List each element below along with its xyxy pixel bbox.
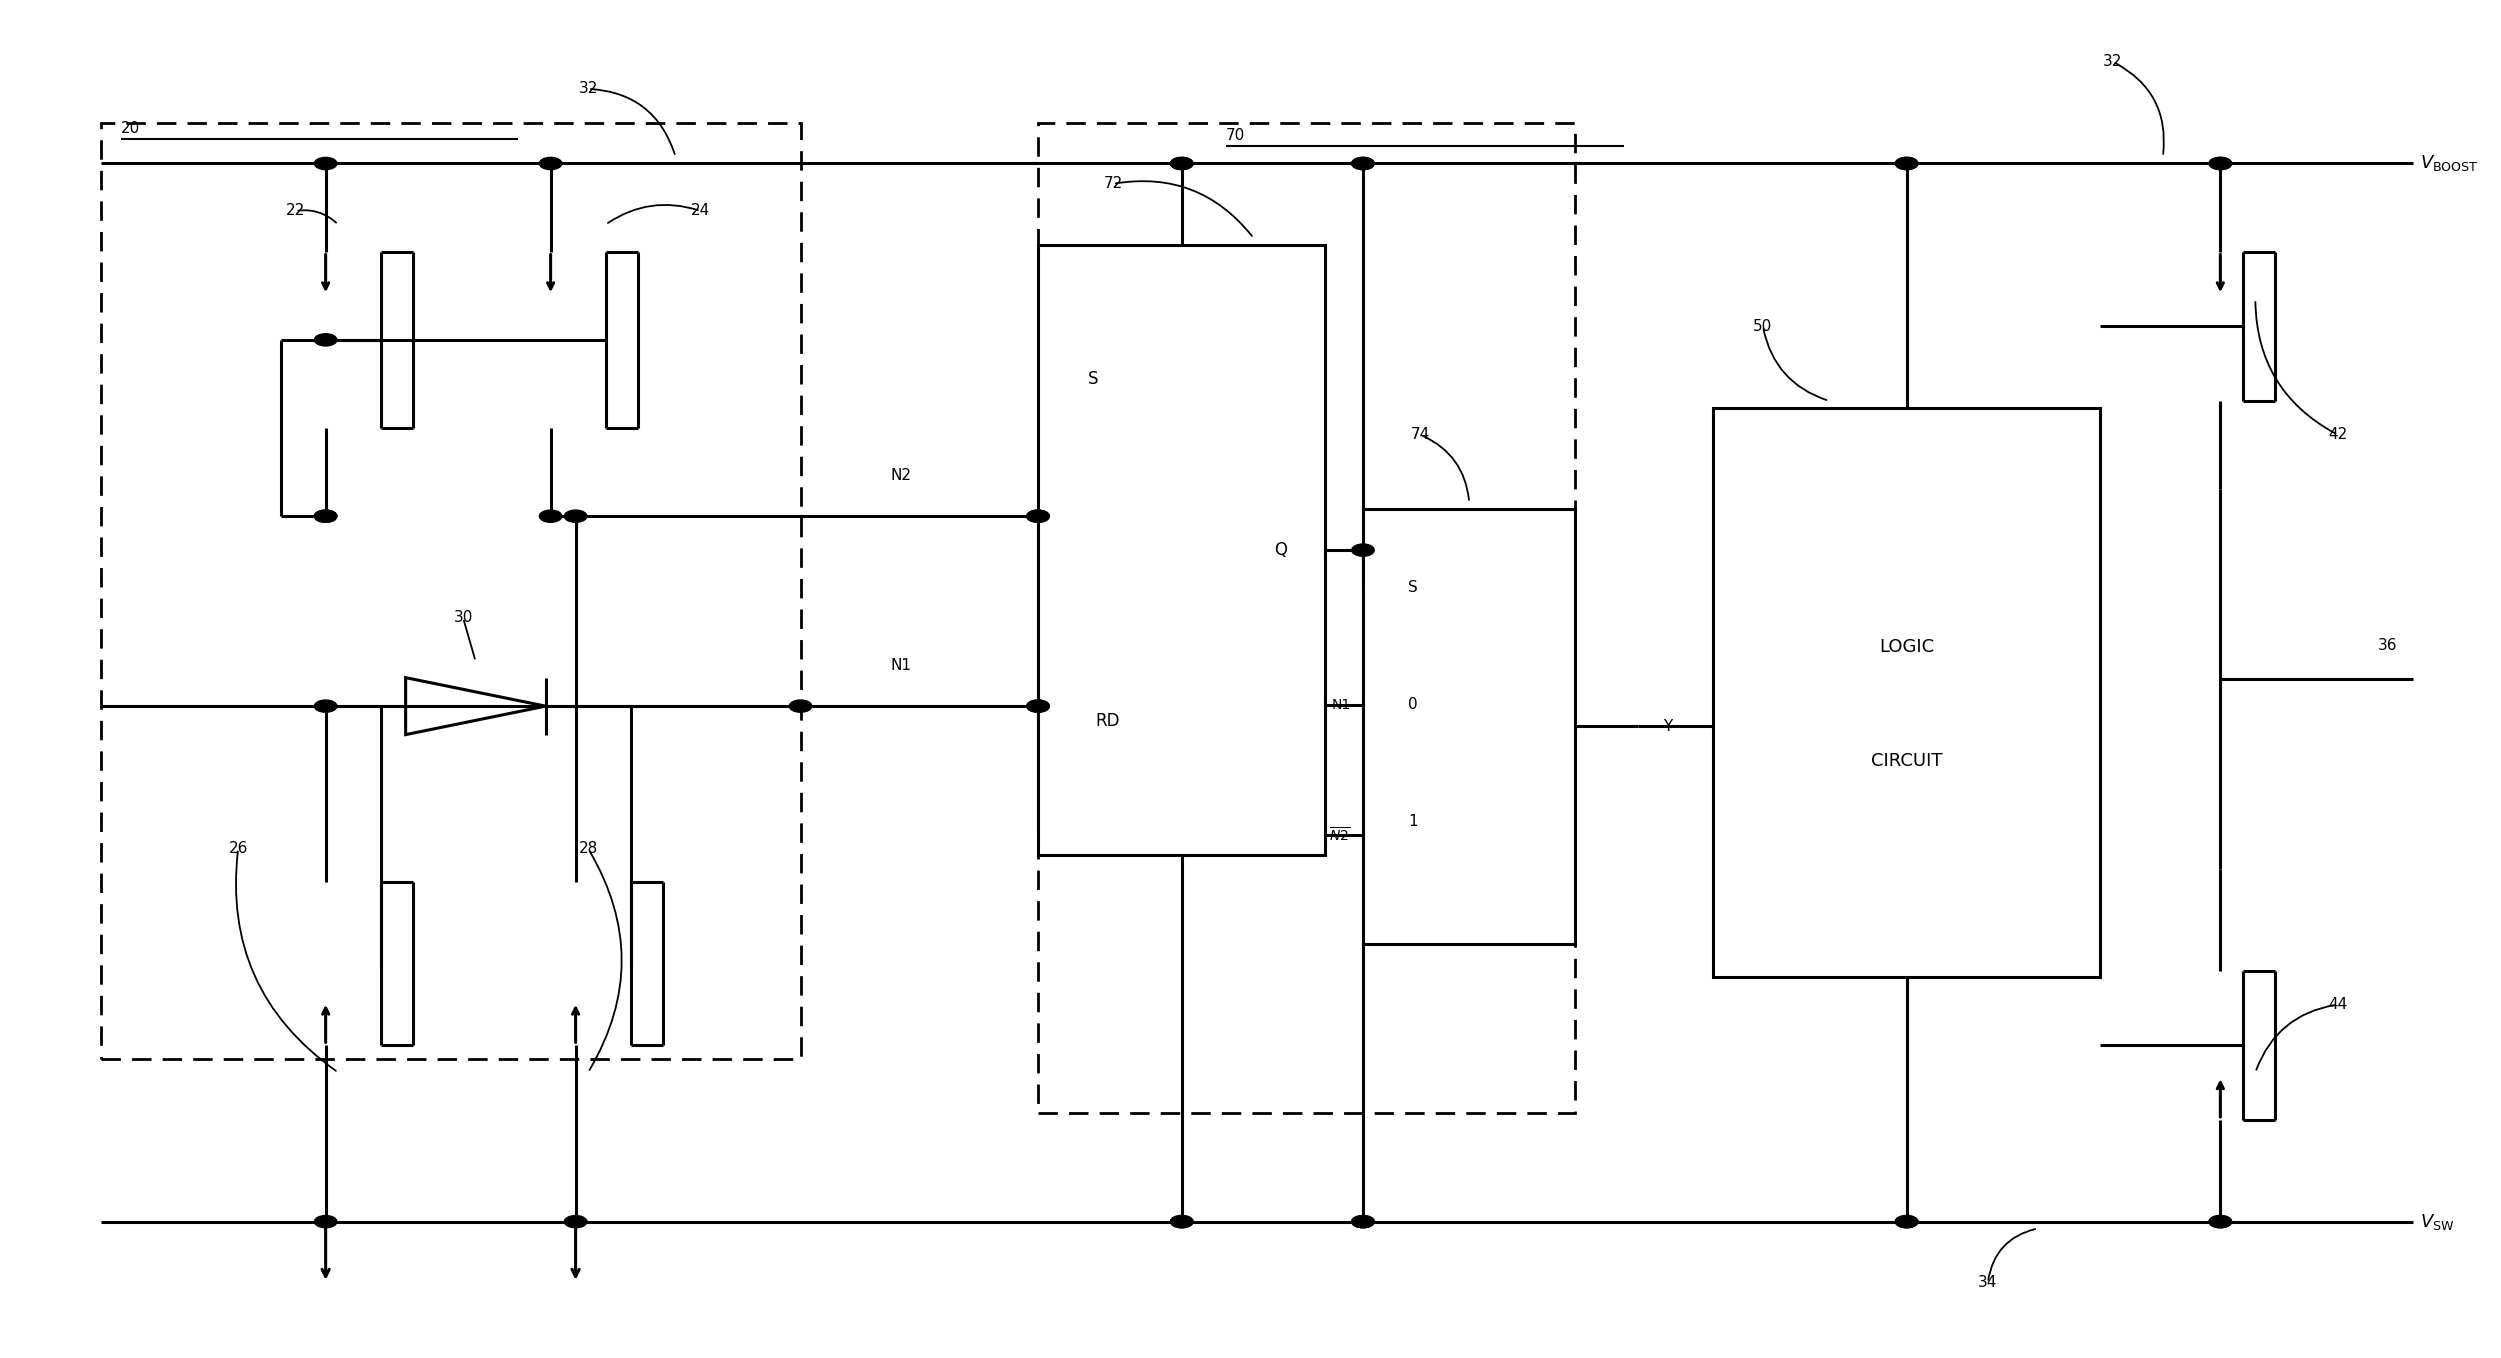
Text: N1: N1 (890, 657, 910, 674)
Text: 74: 74 (1411, 428, 1431, 443)
Text: 42: 42 (2328, 428, 2348, 443)
Text: 36: 36 (2378, 638, 2398, 653)
Circle shape (315, 511, 338, 523)
Bar (1038, 122, 1576, 1114)
Text: 44: 44 (2328, 997, 2348, 1012)
Text: S: S (1408, 580, 1418, 595)
Text: N1: N1 (1331, 698, 1351, 712)
Text: LOGIC: LOGIC (1878, 638, 1933, 656)
Circle shape (315, 334, 338, 346)
Circle shape (1351, 158, 1373, 170)
Text: CIRCUIT: CIRCUIT (1871, 752, 1943, 770)
Circle shape (2208, 158, 2231, 170)
Text: S: S (1088, 371, 1098, 388)
Circle shape (1028, 699, 1050, 712)
Text: $V_{\mathsf{BOOST}}$: $V_{\mathsf{BOOST}}$ (2421, 153, 2478, 174)
Text: 0: 0 (1408, 697, 1418, 713)
Circle shape (1351, 1215, 1373, 1228)
Circle shape (2208, 1215, 2231, 1228)
Circle shape (1351, 158, 1373, 170)
Text: 30: 30 (453, 611, 473, 626)
Text: 50: 50 (1753, 319, 1773, 334)
Text: N2: N2 (890, 469, 910, 483)
Text: 32: 32 (578, 81, 598, 96)
Circle shape (315, 511, 338, 523)
Circle shape (565, 511, 588, 523)
Circle shape (1170, 1215, 1193, 1228)
Circle shape (790, 699, 813, 712)
Circle shape (315, 158, 338, 170)
Circle shape (1170, 158, 1193, 170)
Circle shape (2208, 1215, 2231, 1228)
Text: 24: 24 (690, 204, 710, 219)
Text: 20: 20 (120, 121, 140, 136)
Text: $V_{\mathsf{SW}}$: $V_{\mathsf{SW}}$ (2421, 1211, 2453, 1232)
Circle shape (1896, 158, 1918, 170)
Circle shape (1896, 1215, 1918, 1228)
Circle shape (315, 699, 338, 712)
Text: 1: 1 (1408, 815, 1418, 830)
Text: 28: 28 (578, 841, 598, 856)
Circle shape (315, 1215, 338, 1228)
Circle shape (1170, 158, 1193, 170)
Text: 26: 26 (228, 841, 248, 856)
Circle shape (565, 1215, 588, 1228)
Text: 70: 70 (1225, 128, 1245, 143)
Bar (1713, 407, 2101, 978)
Circle shape (2208, 158, 2231, 170)
Bar (100, 122, 800, 1059)
Circle shape (1028, 699, 1050, 712)
Text: RD: RD (1095, 712, 1120, 731)
Text: 32: 32 (2103, 54, 2123, 69)
Text: 22: 22 (285, 204, 305, 219)
Text: $\overline{N2}$: $\overline{N2}$ (1328, 826, 1351, 845)
Circle shape (1896, 1215, 1918, 1228)
Text: 72: 72 (1103, 177, 1123, 191)
Text: Q: Q (1273, 540, 1288, 559)
Circle shape (1170, 1215, 1193, 1228)
Text: Y: Y (1663, 718, 1673, 733)
Bar (1038, 244, 1326, 856)
Circle shape (1028, 511, 1050, 523)
Text: 34: 34 (1978, 1275, 1998, 1290)
Circle shape (540, 158, 563, 170)
Bar (1363, 509, 1576, 944)
Circle shape (1896, 158, 1918, 170)
Circle shape (540, 511, 563, 523)
Circle shape (1351, 1215, 1373, 1228)
Circle shape (1351, 545, 1373, 557)
Circle shape (1028, 511, 1050, 523)
